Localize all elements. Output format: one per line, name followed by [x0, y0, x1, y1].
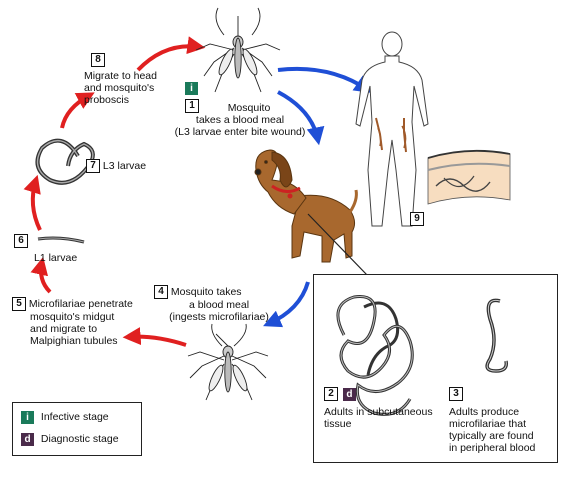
letter-i-badge-icon: i [185, 82, 198, 95]
human-figure [355, 31, 429, 227]
adult-worm-panel [313, 274, 558, 463]
legend-diagnostic: d Diagnostic stage [21, 433, 119, 446]
step-2-label: Adults in subcutaneous tissue [324, 406, 433, 430]
step-8-label: Migrate to head and mosquito's proboscis [84, 70, 157, 106]
step-3-label: Adults produce microfilariae that typica… [449, 406, 536, 454]
skin-section [427, 149, 511, 205]
arrow-dog-to-4 [263, 281, 310, 328]
adult-worms-highlight [337, 296, 413, 415]
step-1-label: Mosquito takes a blood meal (L3 larvae e… [174, 102, 306, 138]
step-8-number: 8 [91, 53, 105, 67]
letter-d-badge-icon: d [342, 387, 356, 401]
letter-d-badge-icon: d [21, 433, 34, 446]
panel-graphics [336, 295, 509, 416]
legend-infective: i Infective stage [21, 411, 109, 424]
step-6-number: 6 [14, 234, 28, 248]
arrow-7-to-8 [60, 92, 95, 129]
arrow-4-to-5 [122, 327, 187, 347]
step-4-label: 4 Mosquito takes a blood meal (ingests m… [154, 285, 284, 323]
infective-badge-step-1: i [185, 82, 198, 95]
step-3-number: 3 [449, 387, 463, 401]
step-6-label: L1 larvae [34, 252, 78, 264]
microfilaria-worm [485, 298, 509, 373]
step-2-number: 2 d [324, 387, 356, 401]
step-7-label: 7 L3 larvae [86, 159, 146, 173]
mosquito-bottom [187, 323, 269, 401]
step-1-number: 1 [185, 99, 199, 113]
letter-i-badge-icon: i [21, 411, 34, 424]
legend: i Infective stage d Diagnostic stage [12, 402, 142, 456]
arrow-8-to-1 [136, 36, 206, 72]
arrow-6-to-7 [23, 174, 42, 231]
arrow-5-to-6 [30, 256, 52, 294]
arrow-1-to-human [277, 66, 373, 94]
mosquito-top [195, 7, 281, 93]
step-5-label: 5 Microfilariae penetrate mosquito's mid… [12, 297, 133, 347]
arrow-1-to-dog [277, 90, 325, 146]
step-9-number: 9 [410, 212, 424, 226]
dog-illustration [254, 149, 358, 263]
